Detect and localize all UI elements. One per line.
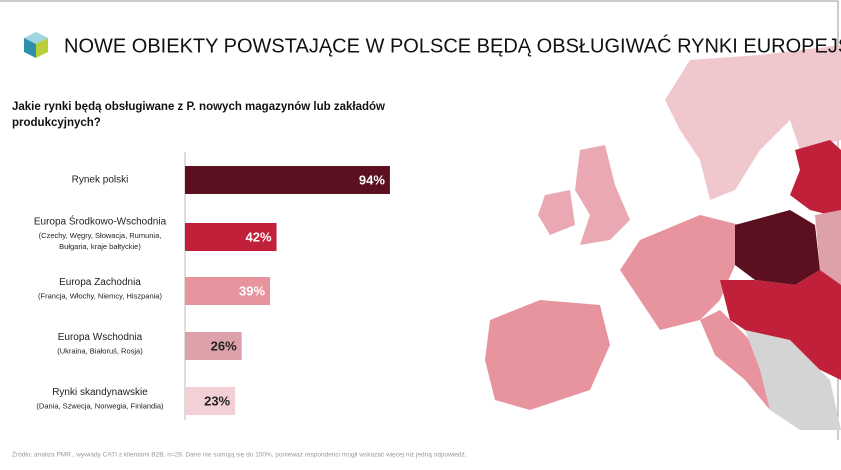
bar <box>185 332 242 360</box>
bar <box>185 387 236 415</box>
iberia <box>485 300 610 410</box>
bar <box>185 166 390 194</box>
category-label: Europa Wschodnia <box>58 332 143 343</box>
title: NOWE OBIEKTY POWSTAJĄCE W POLSCE BĘDĄ OB… <box>64 34 841 57</box>
value-label: 42% <box>246 229 272 244</box>
category-label: Europa Środkowo-Wschodnia <box>34 215 167 228</box>
question: produkcyjnych? <box>12 117 101 129</box>
category-label: Rynki skandynawskie <box>52 387 148 398</box>
logo-left <box>24 38 36 58</box>
category-label: Rynek polski <box>72 175 129 186</box>
logo <box>24 32 48 58</box>
category-detail: (Francja, Włochy, Niemcy, Hiszpania) <box>38 291 162 300</box>
finland <box>760 45 841 150</box>
baltics <box>790 140 841 215</box>
source: Źródło: analiza PMR , wywiady CATI z kli… <box>12 450 467 459</box>
category-label: Europa Zachodnia <box>59 277 141 288</box>
scandinavia <box>665 55 800 200</box>
poland <box>735 210 820 285</box>
category-detail: (Dania, Szwecja, Norwegia, Finlandia) <box>36 401 164 410</box>
central-europe <box>720 270 841 380</box>
logo-right <box>36 38 48 58</box>
value-label: 26% <box>211 338 237 353</box>
category-detail: Bułgaria, kraje bałtyckie) <box>59 242 141 251</box>
balkans <box>745 330 841 430</box>
eastern-europe <box>815 210 841 285</box>
value-label: 39% <box>239 283 265 298</box>
category-detail: (Ukraina, Białoruś, Rosja) <box>57 346 143 355</box>
ireland <box>538 190 575 235</box>
category-detail: (Czechy, Węgry, Słowacja, Rumunia, <box>39 231 162 240</box>
uk <box>575 145 630 245</box>
bar <box>185 223 277 251</box>
bar <box>185 277 271 305</box>
value-label: 94% <box>359 172 385 187</box>
question: Jakie rynki będą obsługiwane z P. nowych… <box>12 101 385 113</box>
western-europe <box>620 215 740 330</box>
map <box>485 45 841 430</box>
value-label: 23% <box>204 393 230 408</box>
